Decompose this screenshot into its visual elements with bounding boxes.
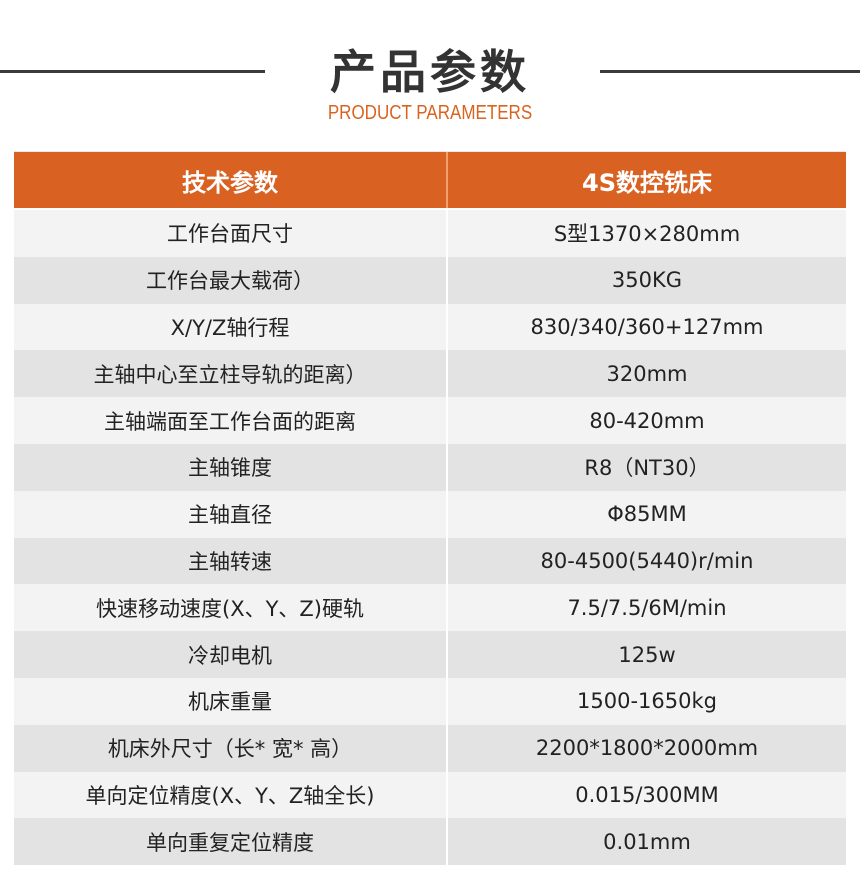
parameter-value: 2200*1800*2000mm bbox=[535, 736, 759, 761]
parameter-name: 主轴锥度 bbox=[14, 443, 448, 491]
table-row: 主轴中心至立柱导轨的距离） 320mm bbox=[14, 350, 846, 398]
parameter-name: 工作台最大载荷） bbox=[14, 256, 448, 304]
parameter-value: 125w bbox=[618, 642, 676, 667]
parameter-name: 主轴端面至工作台面的距离 bbox=[14, 397, 448, 444]
parameter-name: 冷却电机 bbox=[14, 631, 448, 678]
parameter-name: X/Y/Z轴行程 bbox=[14, 303, 448, 351]
parameter-value: 7.5/7.5/6M/min bbox=[567, 595, 727, 620]
table-row: 快速移动速度(X、Y、Z)硬轨 7.5/7.5/6M/min bbox=[14, 584, 846, 632]
parameter-value: Φ85MM bbox=[607, 502, 687, 527]
parameter-value: 80-4500(5440)r/min bbox=[540, 548, 754, 573]
table-row: 机床外尺寸（长* 宽* 高） 2200*1800*2000mm bbox=[14, 724, 846, 772]
parameter-value: 830/340/360+127mm bbox=[530, 314, 764, 339]
parameter-value: R8（NT30） bbox=[584, 456, 710, 481]
table-row: 主轴锥度 R8（NT30） bbox=[14, 443, 846, 491]
parameter-value: 320mm bbox=[606, 361, 688, 386]
table-row: 工作台面尺寸 S型1370×280mm bbox=[14, 210, 846, 257]
parameter-value: 350KG bbox=[611, 268, 683, 293]
table-row: 机床重量 1500-1650kg bbox=[14, 677, 846, 725]
decorative-line-right bbox=[600, 70, 860, 73]
parameters-table: 技术参数 4S数控铣床 工作台面尺寸 S型1370×280mm 工作台最大载荷） 35… bbox=[14, 151, 846, 866]
table-header: 技术参数 4S数控铣床 bbox=[14, 152, 846, 210]
header-model: 4S数控铣床 bbox=[582, 168, 712, 197]
table-row: 冷却电机 125w bbox=[14, 631, 846, 678]
parameter-value: 1500-1650kg bbox=[577, 689, 717, 714]
parameter-name: 单向定位精度(X、Y、Z轴全长) bbox=[14, 771, 448, 819]
table-row: 单向重复定位精度 0.01mm bbox=[14, 818, 846, 866]
table-row: 主轴转速 80-4500(5440)r/min bbox=[14, 537, 846, 585]
parameter-name: 主轴直径 bbox=[14, 490, 448, 538]
page-subtitle: PRODUCT PARAMETERS bbox=[327, 102, 533, 124]
parameter-value: 0.01mm bbox=[603, 829, 691, 854]
parameter-name: 主轴中心至立柱导轨的距离） bbox=[14, 350, 448, 398]
table-row: 主轴端面至工作台面的距离 80-420mm bbox=[14, 397, 846, 444]
page-title: 产品参数 bbox=[330, 45, 530, 99]
table-row: 工作台最大载荷） 350KG bbox=[14, 256, 846, 304]
parameter-value: S型1370×280mm bbox=[553, 222, 741, 247]
parameter-name: 快速移动速度(X、Y、Z)硬轨 bbox=[14, 584, 448, 632]
decorative-line-left bbox=[0, 70, 265, 73]
parameter-name: 工作台面尺寸 bbox=[14, 210, 448, 257]
parameter-value: 0.015/300MM bbox=[575, 782, 719, 807]
table-row: 单向定位精度(X、Y、Z轴全长) 0.015/300MM bbox=[14, 771, 846, 819]
table-row: X/Y/Z轴行程 830/340/360+127mm bbox=[14, 303, 846, 351]
parameter-name: 机床重量 bbox=[14, 677, 448, 725]
parameter-name: 主轴转速 bbox=[14, 537, 448, 585]
parameter-name: 机床外尺寸（长* 宽* 高） bbox=[14, 724, 448, 772]
header-parameter: 技术参数 bbox=[14, 152, 448, 208]
parameter-value: 80-420mm bbox=[589, 408, 705, 433]
table-row: 主轴直径 Φ85MM bbox=[14, 490, 846, 538]
parameter-name: 单向重复定位精度 bbox=[14, 818, 448, 866]
